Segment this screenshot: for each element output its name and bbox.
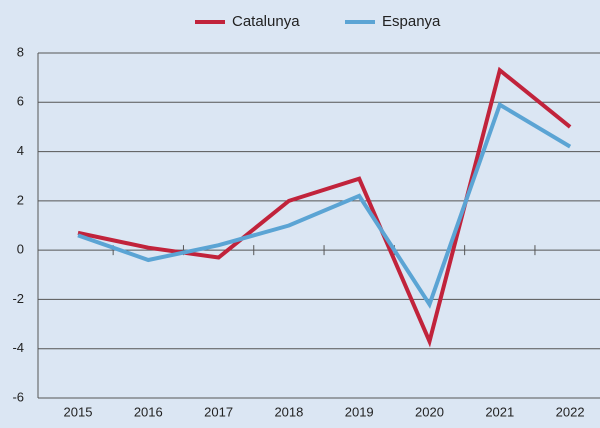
- series-line: [77, 66, 572, 348]
- y-tick-label: 8: [17, 44, 24, 59]
- series-line: [77, 101, 572, 309]
- y-tick-label: -2: [12, 291, 24, 306]
- y-tick-label: 0: [17, 242, 24, 257]
- y-tick-label: 4: [17, 143, 24, 158]
- legend-label: Espanya: [382, 13, 441, 30]
- y-tick-label: -6: [12, 389, 24, 404]
- y-tick-label: 6: [17, 94, 24, 109]
- x-tick-label: 2019: [345, 404, 374, 419]
- y-tick-label: 2: [17, 192, 24, 207]
- x-tick-label: 2018: [274, 404, 303, 419]
- x-tick-label: 2022: [556, 404, 585, 419]
- x-tick-label: 2021: [485, 404, 514, 419]
- x-tick-label: 2017: [204, 404, 233, 419]
- legend-label: Catalunya: [232, 13, 300, 30]
- x-tick-label: 2020: [415, 404, 444, 419]
- y-tick-label: -4: [12, 340, 24, 355]
- x-tick-label: 2015: [64, 404, 93, 419]
- x-tick-label: 2016: [134, 404, 163, 419]
